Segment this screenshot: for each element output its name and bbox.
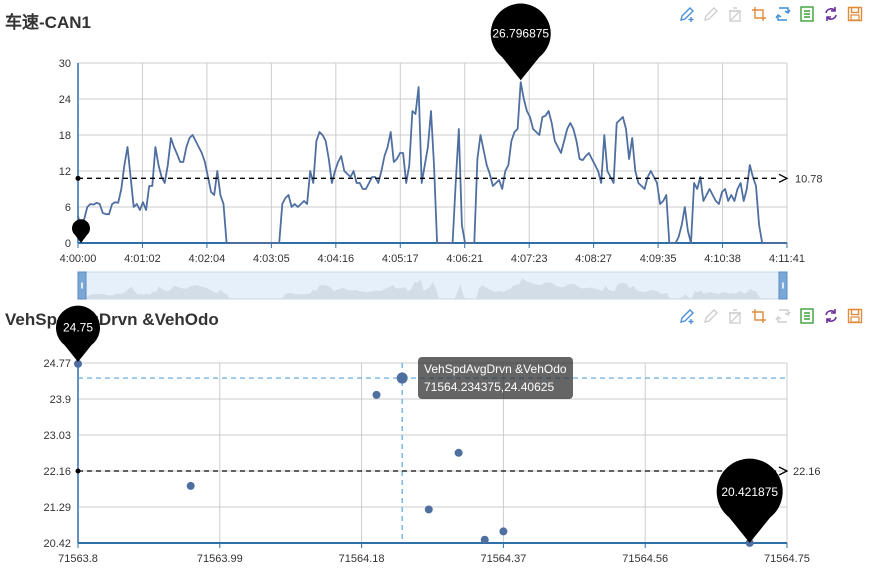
restore-icon[interactable] <box>821 4 840 23</box>
x-tick-label: 4:02:04 <box>189 253 226 265</box>
max-value-pin-label: 26.796875 <box>492 27 549 41</box>
average-markline-label: 10.78 <box>795 173 823 185</box>
y-tick-label: 23.9 <box>50 394 71 406</box>
average-markline-arrow <box>778 466 789 476</box>
scatter-point[interactable] <box>396 372 408 384</box>
scatter-point[interactable] <box>499 527 508 536</box>
x-tick-label: 4:01:02 <box>124 253 161 265</box>
x-tick-label: 71563.99 <box>197 553 243 565</box>
x-tick-label: 4:09:35 <box>640 253 677 265</box>
clear-disabled-icon[interactable] <box>725 4 744 23</box>
scatter-chart-panel: VehSpdAvgDrvn &VehOdo 20.42 21.29 22.16 23.… <box>0 300 870 573</box>
y-tick-label: 30 <box>59 58 71 70</box>
data-view-icon[interactable] <box>797 306 816 325</box>
pencil-add-icon[interactable] <box>677 4 696 23</box>
y-tick-label: 23.03 <box>43 430 71 442</box>
save-image-icon[interactable] <box>845 4 864 23</box>
tooltip-value: 71564.234375,24.40625 <box>424 380 555 394</box>
max-value-pin-shape <box>490 3 551 81</box>
y-tick-label: 22.16 <box>43 466 71 478</box>
y-tick-label: 12 <box>59 166 71 178</box>
x-tick-label: 71564.37 <box>480 553 526 565</box>
speed-chart-panel: 车速-CAN1 0 6 12 18 24 30 4:00:00 4:01:02 4:02:04 4… <box>0 0 870 300</box>
clear-disabled-icon[interactable] <box>725 306 744 325</box>
y-tick-label: 0 <box>65 238 71 250</box>
scatter-point[interactable] <box>745 538 754 547</box>
min-value-pin-shape <box>71 219 90 243</box>
max-value-pin: 26.796875 <box>490 3 551 81</box>
min-value-pin-shape <box>716 458 783 543</box>
y-tick-label: 18 <box>59 130 71 142</box>
average-markline-label: 22.16 <box>793 466 821 478</box>
scatter-point[interactable] <box>74 359 82 368</box>
x-tick-label: 4:08:27 <box>575 253 612 265</box>
max-value-pin-shape <box>56 305 101 362</box>
scatter-point[interactable] <box>454 448 463 457</box>
datazoom-slider-preview <box>82 278 787 299</box>
zoom-rect-icon[interactable] <box>749 4 768 23</box>
odo-scatter-chart[interactable]: 20.42 21.29 22.16 23.03 23.9 24.77 71563.8 7156… <box>0 300 870 573</box>
chart2-toolbar <box>677 306 864 325</box>
min-value-pin-label: 20.421875 <box>721 485 778 499</box>
scatter-point[interactable] <box>424 505 433 514</box>
zoom-reset-disabled-icon[interactable] <box>773 306 792 325</box>
scatter-point[interactable] <box>186 481 195 490</box>
zoom-rect-icon[interactable] <box>749 306 768 325</box>
pencil-add-icon[interactable] <box>677 306 696 325</box>
y-tick-label: 24 <box>59 94 71 106</box>
x-tick-label: 4:03:05 <box>253 253 290 265</box>
tooltip-title: VehSpdAvgDrvn &VehOdo <box>424 362 567 376</box>
scatter-tooltip: VehSpdAvgDrvn &VehOdo 71564.234375,24.40… <box>418 357 573 399</box>
x-tick-label: 71564.18 <box>339 553 385 565</box>
x-tick-label: 4:05:17 <box>382 253 419 265</box>
average-markline-arrow <box>778 173 789 183</box>
x-tick-label: 4:10:38 <box>704 253 741 265</box>
speed-series-line[interactable] <box>77 81 787 244</box>
speed-line-chart[interactable]: 0 6 12 18 24 30 4:00:00 4:01:02 4:02:04 4:03:05 4:… <box>0 0 870 300</box>
y-tick-label: 21.29 <box>43 502 71 514</box>
scatter-point[interactable] <box>372 390 381 399</box>
min-value-pin: 20.421875 <box>716 458 783 543</box>
max-value-pin: 24.75 <box>56 305 101 362</box>
x-tick-label: 4:07:23 <box>511 253 548 265</box>
pencil-disabled-icon[interactable] <box>701 306 720 325</box>
x-tick-label: 71564.56 <box>622 553 668 565</box>
restore-icon[interactable] <box>821 306 840 325</box>
scatter-point[interactable] <box>480 535 489 544</box>
save-image-icon[interactable] <box>845 306 864 325</box>
x-tick-label: 4:06:21 <box>446 253 483 265</box>
max-value-pin-label: 24.75 <box>63 321 93 335</box>
zoom-reset-icon[interactable] <box>773 4 792 23</box>
x-tick-label: 4:04:16 <box>317 253 354 265</box>
y-tick-label: 24.77 <box>43 358 71 370</box>
x-tick-label: 71563.8 <box>58 553 98 565</box>
data-view-icon[interactable] <box>797 4 816 23</box>
min-value-pin <box>71 219 90 243</box>
x-tick-label: 4:11:41 <box>769 253 805 265</box>
x-tick-label: 71564.75 <box>764 553 810 565</box>
chart1-title: 车速-CAN1 <box>5 13 91 32</box>
x-tick-label: 4:00:00 <box>60 253 97 265</box>
y-tick-label: 20.42 <box>43 538 71 550</box>
chart1-toolbar <box>677 4 864 23</box>
y-tick-label: 6 <box>65 202 71 214</box>
pencil-disabled-icon[interactable] <box>701 4 720 23</box>
